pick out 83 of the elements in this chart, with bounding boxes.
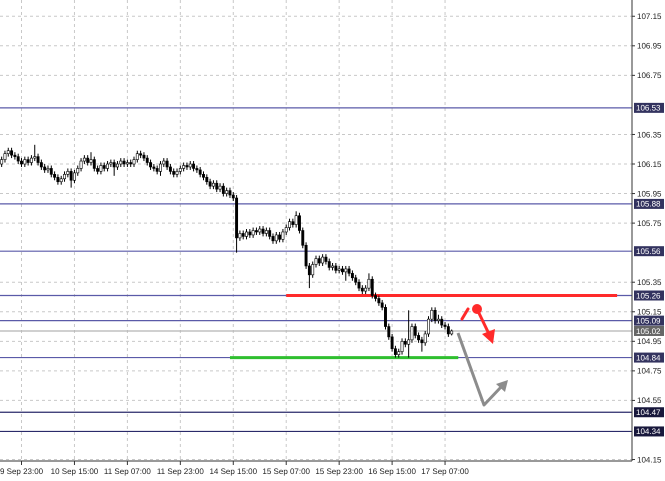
y-tick-label: 104.75 xyxy=(637,366,662,376)
candlestick xyxy=(72,169,76,184)
candlestick xyxy=(262,226,265,237)
candlestick xyxy=(367,272,370,292)
candlestick xyxy=(407,310,410,358)
candlestick xyxy=(198,166,202,178)
candlestick xyxy=(4,150,6,164)
y-tick-label: 107.15 xyxy=(637,12,662,22)
candlestick xyxy=(70,168,73,188)
candlestick xyxy=(112,159,116,176)
x-tick-label: 15 Sep 07:00 xyxy=(262,467,311,476)
candlestick xyxy=(149,159,152,170)
x-tick-label: 15 Sep 23:00 xyxy=(315,467,364,476)
candlestick xyxy=(106,160,109,172)
candlestick xyxy=(446,323,450,338)
candlestick xyxy=(245,228,248,240)
x-tick-label: 14 Sep 15:00 xyxy=(209,467,258,476)
candlestick xyxy=(56,174,60,186)
x-tick-label: 17 Sep 07:00 xyxy=(421,467,470,476)
y-tick-label: 105.75 xyxy=(637,218,662,228)
candlestick xyxy=(215,180,218,193)
x-tick-label: 16 Sep 15:00 xyxy=(368,467,416,476)
ref-line-label: 104.34 xyxy=(636,427,662,436)
candlestick xyxy=(192,160,196,172)
candlestick xyxy=(434,306,437,324)
ref-line-label: 104.47 xyxy=(636,408,662,418)
x-tick-label: 11 Sep 07:00 xyxy=(104,467,152,476)
candlestick xyxy=(328,258,331,271)
candlestick xyxy=(99,162,102,175)
candlestick xyxy=(23,156,26,168)
candlestick xyxy=(268,227,272,240)
candlestick xyxy=(358,278,360,292)
candlestick xyxy=(278,231,282,243)
candlestick xyxy=(205,174,208,186)
y-tick-label: 105.95 xyxy=(637,189,662,198)
candlestick xyxy=(400,338,404,356)
candlestick xyxy=(80,158,83,172)
candlestick xyxy=(208,178,212,190)
y-tick-label: 105.15 xyxy=(637,308,662,317)
ref-line-label: 105.09 xyxy=(636,316,662,326)
ref-line-label: 105.88 xyxy=(636,200,662,209)
y-tick-label: 106.95 xyxy=(637,42,662,51)
candlestick xyxy=(16,153,20,165)
ref-line-label: 105.56 xyxy=(636,246,662,256)
candlestick xyxy=(10,147,14,159)
candlestick xyxy=(318,255,321,266)
candlestick xyxy=(294,210,298,228)
candlestick xyxy=(63,170,66,182)
candlestick xyxy=(420,336,424,352)
candlestick xyxy=(86,154,90,166)
candlestick xyxy=(350,270,354,282)
ref-line-label: 106.53 xyxy=(636,104,662,113)
candlestick xyxy=(334,262,338,274)
candlestick xyxy=(252,227,255,238)
y-tick-label: 106.35 xyxy=(637,130,662,140)
ref-line-label: 104.84 xyxy=(636,353,662,362)
candlestick xyxy=(166,158,169,170)
candlestick xyxy=(288,218,291,231)
candlestick xyxy=(274,231,278,244)
x-tick-label: 10 Sep 15:00 xyxy=(50,467,99,476)
candlestick xyxy=(90,152,92,166)
x-tick-label: 11 Sep 23:00 xyxy=(156,467,204,476)
candlestick xyxy=(50,164,53,178)
candlestick xyxy=(136,150,139,164)
candlestick xyxy=(222,182,225,198)
y-tick-label: 104.95 xyxy=(637,337,662,346)
candlestick xyxy=(281,228,284,243)
y-tick-label: 104.55 xyxy=(637,396,662,406)
candlestick xyxy=(92,156,96,172)
y-tick-label: 105.35 xyxy=(637,278,662,288)
candlestick xyxy=(348,265,351,277)
y-tick-label: 106.75 xyxy=(637,71,662,80)
ref-line-label: 105.26 xyxy=(636,291,662,300)
y-tick-label: 106.15 xyxy=(637,160,662,169)
y-tick-label: 104.15 xyxy=(637,455,662,464)
candlestick xyxy=(377,295,380,306)
ref-line-label: 105.02 xyxy=(636,326,662,336)
candlestick xyxy=(414,323,417,339)
candlestick xyxy=(344,265,348,282)
candlestick xyxy=(228,187,232,198)
candlestick xyxy=(321,254,324,266)
x-tick-label: 9 Sep 23:00 xyxy=(0,467,44,476)
candlestick xyxy=(159,160,162,176)
